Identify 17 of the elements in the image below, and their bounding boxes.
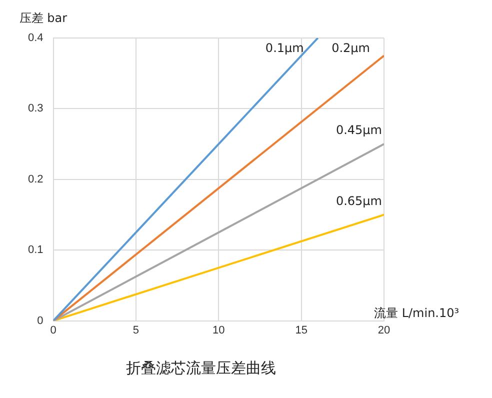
y-axis-title: 压差 bar: [19, 11, 68, 25]
y-tick-label: 0: [37, 314, 44, 327]
y-tick-label: 0.4: [28, 32, 44, 44]
x-tick-label: 10: [212, 324, 225, 336]
series-label: 0.45μm: [336, 123, 382, 138]
x-tick-label: 5: [132, 324, 140, 336]
series-label: 0.2μm: [332, 41, 370, 55]
y-tick-label: 0.1: [28, 244, 44, 256]
y-tick-label: 0.3: [28, 102, 44, 115]
x-tick-label: 15: [295, 324, 308, 336]
x-tick-label: 20: [378, 324, 390, 336]
x-axis-title: 流量 L/min.10³: [374, 306, 460, 320]
x-tick-label: 0: [50, 324, 56, 336]
text: 折叠滤芯流量压差曲线: [126, 358, 276, 377]
series-label: 0.65μm: [336, 194, 382, 208]
series-label: 0.1μm: [265, 41, 304, 55]
y-tick-label: 0.2: [28, 173, 44, 186]
